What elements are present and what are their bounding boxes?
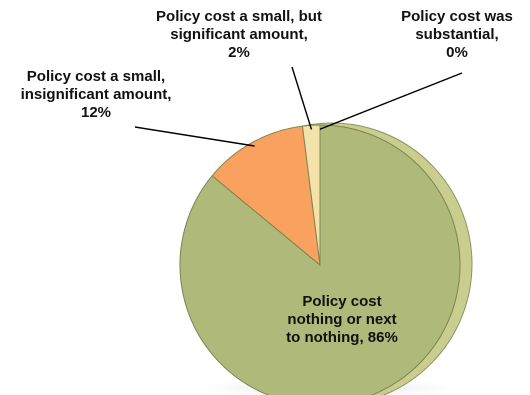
slice-label-significant-line-3: 2% <box>228 44 250 61</box>
pie-slice-significant <box>301 124 321 266</box>
slice-label-substantial: Policy cost was substantial, 0% <box>382 8 530 62</box>
slice-label-nothing-line-1: Policy cost <box>302 293 382 310</box>
slice-label-substantial-line-2: substantial, <box>415 26 499 43</box>
slice-label-significant-line-1: Policy cost a small, but <box>156 8 322 25</box>
leader-line-substantial <box>319 72 463 130</box>
leader-line-insignificant <box>134 126 255 147</box>
slice-label-substantial-line-1: Policy cost was <box>401 8 513 25</box>
slice-label-insignificant: Policy cost a small, insignificant amoun… <box>6 68 186 122</box>
slice-label-significant: Policy cost a small, but significant amo… <box>128 8 350 62</box>
slice-label-nothing-line-3: to nothing, 86% <box>286 329 398 346</box>
pie-slice-nothing <box>179 124 461 395</box>
slice-label-insignificant-line-1: Policy cost a small, <box>26 68 166 85</box>
slice-label-insignificant-line-3: 12% <box>80 104 112 121</box>
slice-label-significant-line-2: significant amount, <box>170 26 308 43</box>
slice-label-nothing: Policy cost nothing or next to nothing, … <box>272 293 412 347</box>
slice-label-insignificant-line-2: insignificant amount, <box>20 86 172 103</box>
slice-label-substantial-line-3: 0% <box>446 44 468 61</box>
leader-lines <box>134 66 463 147</box>
pie-slice-insignificant <box>211 125 321 267</box>
pie-slices <box>179 122 473 395</box>
leader-line-significant <box>291 66 313 130</box>
slice-label-nothing-line-2: nothing or next <box>287 311 397 328</box>
